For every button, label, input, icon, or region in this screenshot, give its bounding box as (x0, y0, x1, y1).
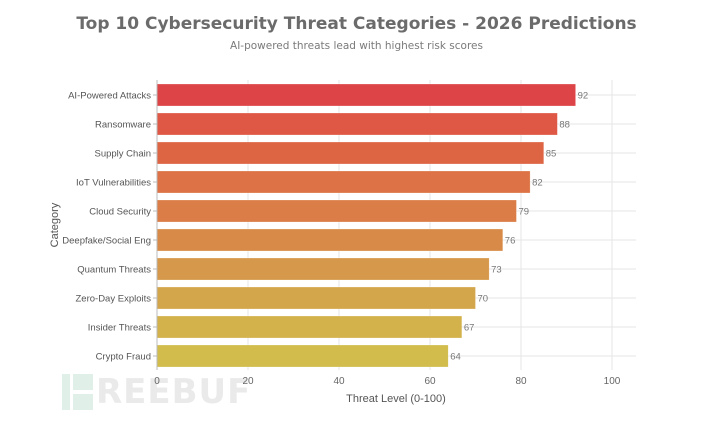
y-tick-label: Supply Chain (94, 149, 151, 160)
bar (156, 315, 463, 339)
bar (156, 141, 544, 165)
bar (156, 112, 558, 136)
y-tick-label: Ransomware (95, 120, 151, 131)
y-tick-label: AI-Powered Attacks (68, 91, 151, 102)
x-tick-label: 60 (424, 376, 436, 387)
x-tick-label: 20 (242, 376, 254, 387)
x-tick-label: 40 (333, 376, 345, 387)
data-label: 70 (478, 294, 489, 305)
data-label: 88 (559, 120, 570, 131)
watermark-logo-icon (62, 374, 93, 410)
data-label: 82 (532, 178, 543, 189)
x-tick-label: 100 (604, 376, 621, 387)
bar (156, 199, 517, 223)
data-label: 64 (450, 352, 461, 363)
data-label: 85 (546, 149, 557, 160)
x-tick-label: 80 (515, 376, 527, 387)
bar (156, 83, 576, 107)
bar (156, 170, 531, 194)
data-label: 92 (578, 91, 589, 102)
data-label: 76 (505, 236, 516, 247)
bar (156, 228, 504, 252)
bar (156, 257, 490, 281)
chart-title: Top 10 Cybersecurity Threat Categories -… (76, 14, 637, 34)
y-tick-label: Insider Threats (88, 323, 151, 334)
data-label: 73 (491, 265, 502, 276)
x-axis-label: Threat Level (0-100) (346, 393, 446, 405)
bar (156, 286, 476, 310)
data-label: 79 (518, 207, 529, 218)
axes: 0 20 40 60 80 100 AI-Powered Attacks Ransomware… (62, 80, 621, 387)
bar (156, 344, 449, 368)
y-tick-label: IoT Vulnerabilities (76, 178, 151, 189)
y-tick-label: Crypto Fraud (96, 352, 151, 363)
y-tick-label: Deepfake/Social Eng (62, 236, 151, 247)
x-tick-label: 0 (154, 376, 160, 387)
data-label: 67 (464, 323, 475, 334)
watermark-text: REEBUF (96, 372, 252, 412)
y-tick-label: Cloud Security (89, 207, 151, 218)
bars: 92 88 85 82 79 76 73 70 67 64 (156, 83, 589, 368)
y-tick-label: Zero-Day Exploits (76, 294, 152, 305)
y-axis-label: Category (49, 202, 61, 247)
chart-subtitle: AI-powered threats lead with highest ris… (230, 40, 483, 52)
y-tick-label: Quantum Threats (77, 265, 151, 276)
